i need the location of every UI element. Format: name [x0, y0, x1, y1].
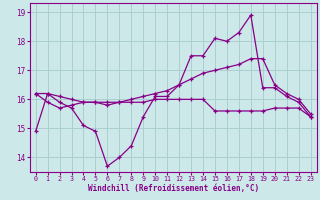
X-axis label: Windchill (Refroidissement éolien,°C): Windchill (Refroidissement éolien,°C) — [88, 184, 259, 193]
